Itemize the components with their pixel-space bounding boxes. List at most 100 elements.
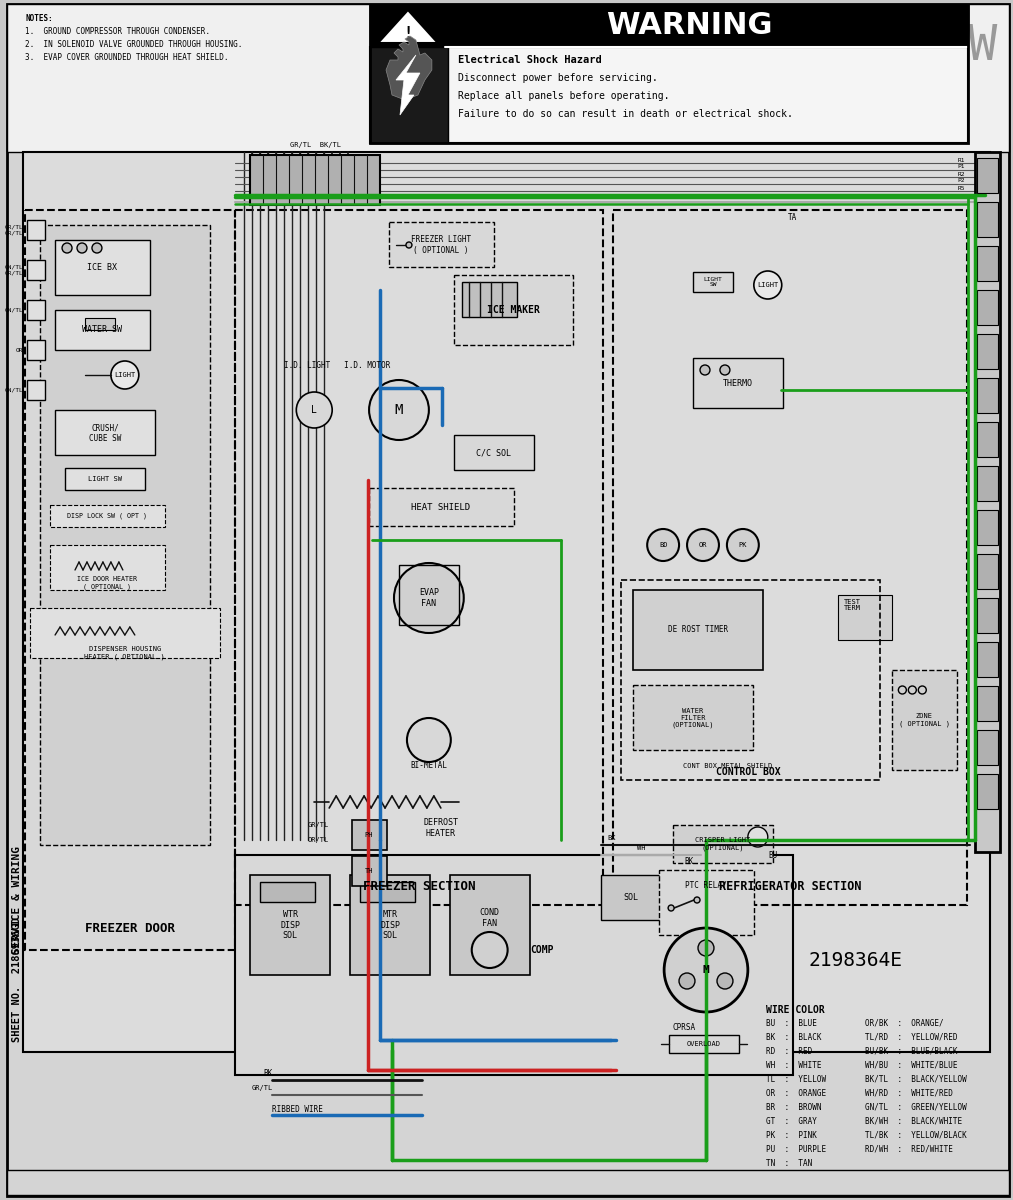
Bar <box>978 334 998 370</box>
Circle shape <box>665 928 748 1012</box>
Text: L: L <box>311 404 317 415</box>
Text: DISPENSER HOUSING
HEATER ( OPTIONAL ): DISPENSER HOUSING HEATER ( OPTIONAL ) <box>84 647 165 660</box>
Text: CRISPER LIGHT
(OPTIONAL): CRISPER LIGHT (OPTIONAL) <box>695 838 751 851</box>
Text: GN/TL: GN/TL <box>4 307 23 312</box>
Bar <box>978 290 998 325</box>
Text: WH: WH <box>637 845 645 851</box>
Bar <box>27 300 46 320</box>
Circle shape <box>407 718 451 762</box>
Bar <box>55 410 155 455</box>
Text: WARNING: WARNING <box>606 12 772 41</box>
Bar <box>370 5 968 143</box>
Text: REFRIGERATOR SECTION: REFRIGERATOR SECTION <box>719 881 861 894</box>
Circle shape <box>694 898 700 902</box>
Text: GN/TL  :  GREEN/YELLOW: GN/TL : GREEN/YELLOW <box>865 1103 967 1112</box>
Text: WATER
FILTER
(OPTIONAL): WATER FILTER (OPTIONAL) <box>672 708 714 728</box>
Bar <box>978 730 998 766</box>
Text: M: M <box>395 403 403 416</box>
Bar <box>234 854 793 1075</box>
Bar <box>50 505 165 527</box>
Text: GN/TL: GN/TL <box>4 388 23 392</box>
Text: FREEZER SECTION: FREEZER SECTION <box>363 881 475 894</box>
Bar <box>85 318 114 330</box>
Text: R2: R2 <box>957 172 965 176</box>
Text: 1.  GROUND COMPRESSOR THROUGH CONDENSER.: 1. GROUND COMPRESSOR THROUGH CONDENSER. <box>25 26 210 36</box>
Text: ICE DOOR HEATER
( OPTIONAL ): ICE DOOR HEATER ( OPTIONAL ) <box>77 576 137 589</box>
Bar <box>673 826 773 863</box>
Bar <box>389 222 493 266</box>
Text: THERMO: THERMO <box>723 378 753 388</box>
Text: PU  :  PURPLE: PU : PURPLE <box>766 1145 826 1154</box>
Circle shape <box>679 973 695 989</box>
Bar <box>633 685 753 750</box>
Text: OR/BK  :  ORANGE/: OR/BK : ORANGE/ <box>865 1019 944 1028</box>
Text: RIBBED WIRE: RIBBED WIRE <box>272 1105 323 1115</box>
Text: LIGHT: LIGHT <box>757 282 778 288</box>
Text: BU: BU <box>769 851 778 859</box>
Text: LIGHT SW: LIGHT SW <box>88 476 122 482</box>
Text: BR  :  BROWN: BR : BROWN <box>766 1103 822 1112</box>
Text: TEST
TERM: TEST TERM <box>844 599 861 612</box>
Text: CPRSA: CPRSA <box>673 1024 696 1032</box>
Text: GN/TL
OR/TL: GN/TL OR/TL <box>4 264 23 275</box>
Bar <box>25 210 234 950</box>
Text: WH/BU  :  WHITE/BLUE: WH/BU : WHITE/BLUE <box>865 1061 958 1070</box>
Text: TA: TA <box>788 214 797 222</box>
Bar <box>978 158 998 193</box>
Text: COND
FAN: COND FAN <box>480 908 499 928</box>
Text: BK  :  BLACK: BK : BLACK <box>766 1033 822 1042</box>
Text: OR  :  ORANGE: OR : ORANGE <box>766 1090 826 1098</box>
Text: PH: PH <box>365 832 374 838</box>
Bar <box>55 240 150 295</box>
Polygon shape <box>396 55 420 115</box>
Text: BK: BK <box>607 835 616 841</box>
Bar <box>693 272 732 292</box>
Text: OR/TL: OR/TL <box>307 838 328 842</box>
Text: SOL: SOL <box>624 894 639 902</box>
Bar <box>23 152 990 1052</box>
Text: FREEZER DOOR: FREEZER DOOR <box>85 922 175 935</box>
Circle shape <box>297 392 332 428</box>
Circle shape <box>77 242 87 253</box>
Bar <box>892 670 957 770</box>
Text: DISP LOCK SW ( OPT ): DISP LOCK SW ( OPT ) <box>67 512 147 520</box>
Bar <box>50 545 165 590</box>
Bar <box>27 260 46 280</box>
Bar <box>978 466 998 502</box>
Text: WATER SW: WATER SW <box>82 325 122 335</box>
Text: COMP: COMP <box>530 946 553 955</box>
Text: RD/WH  :  RED/WHITE: RD/WH : RED/WHITE <box>865 1145 953 1154</box>
Bar <box>250 875 330 974</box>
Bar <box>450 875 530 974</box>
Text: BU  :  BLUE: BU : BLUE <box>766 1019 816 1028</box>
Circle shape <box>110 361 139 389</box>
Text: P2: P2 <box>957 179 965 184</box>
Text: 2.  IN SOLENOID VALVE GROUNDED THROUGH HOUSING.: 2. IN SOLENOID VALVE GROUNDED THROUGH HO… <box>25 40 242 49</box>
Bar <box>27 340 46 360</box>
Bar <box>55 310 150 350</box>
Bar <box>978 202 998 236</box>
Text: LIGHT: LIGHT <box>114 372 136 378</box>
Polygon shape <box>386 36 432 100</box>
Text: SERVICE & WIRING: SERVICE & WIRING <box>12 846 22 954</box>
Bar <box>454 434 534 470</box>
Bar <box>27 380 46 400</box>
Text: GR/TL: GR/TL <box>251 1085 272 1091</box>
Circle shape <box>717 973 733 989</box>
Bar <box>370 47 448 143</box>
Text: WH  :  WHITE: WH : WHITE <box>766 1061 822 1070</box>
Text: MTR
DISP
SOL: MTR DISP SOL <box>380 910 400 940</box>
Bar <box>30 608 220 658</box>
Bar <box>370 5 445 47</box>
Bar <box>633 590 763 670</box>
Text: TL/BK  :  YELLOW/BLACK: TL/BK : YELLOW/BLACK <box>865 1130 967 1140</box>
Text: TH: TH <box>365 868 374 874</box>
Text: ICE MAKER: ICE MAKER <box>487 305 540 314</box>
Bar <box>838 595 892 640</box>
Bar <box>659 870 754 935</box>
Bar <box>41 226 210 845</box>
Bar <box>369 488 514 526</box>
Text: WH/RD  :  WHITE/RED: WH/RD : WHITE/RED <box>865 1090 953 1098</box>
Text: DE ROST TIMER: DE ROST TIMER <box>668 625 728 635</box>
Text: P1: P1 <box>957 164 965 169</box>
